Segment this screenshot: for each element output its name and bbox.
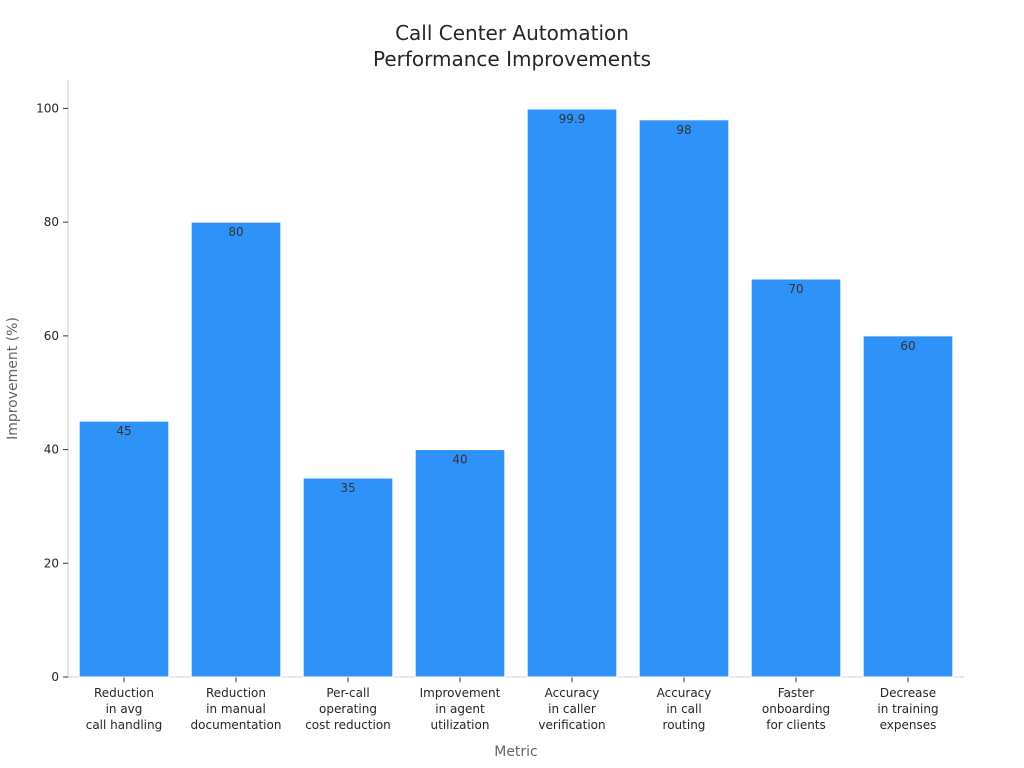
bar [862,335,954,678]
bar [526,108,618,678]
y-axis-title: Improvement (%) [5,317,21,440]
chart-title-line: Call Center Automation [395,21,629,45]
bar-value-label: 35 [340,481,355,495]
bar-value-label: 45 [116,424,131,438]
bar [750,278,842,678]
y-axis: 0 20 40 60 80 100 [36,80,69,684]
x-tick-label: Accuracy in call routing [657,686,712,732]
bar-value-label: 70 [788,282,803,296]
x-axis-title: Metric [494,744,538,760]
y-tick-label: 20 [44,556,59,570]
x-tick-label: Per-call operating cost reduction [305,686,391,732]
bar-value-label: 98 [676,123,691,137]
bar [414,449,506,678]
x-tick-label: Faster onboarding for clients [762,686,830,732]
y-tick-label: 0 [51,670,59,684]
y-tick-label: 60 [44,329,59,343]
x-tick-label: Accuracy in caller verification [538,686,605,732]
bar [638,119,730,678]
bar-value-label: 80 [228,225,243,239]
x-tick-label: Reduction in manual documentation [191,686,282,732]
chart-title-line: Performance Improvements [373,47,651,71]
data-labels-group: 45 80 35 40 99.9 98 70 60 [116,112,915,495]
bars-group [78,108,954,678]
x-axis: Reduction in avg call handling Reduction in … [68,676,964,732]
bar [78,420,170,678]
y-tick-label: 40 [44,443,59,457]
bar [302,477,394,678]
x-tick-label: Improvement in agent utilization [420,686,501,732]
y-tick-label: 80 [44,215,59,229]
bar-value-label: 99.9 [559,112,586,126]
bar [190,221,282,678]
x-tick-label: Decrease in training expenses [877,686,938,732]
bar-value-label: 60 [900,339,915,353]
y-tick-label: 100 [36,101,59,115]
bar-value-label: 40 [452,453,467,467]
x-tick-label: Reduction in avg call handling [86,686,163,732]
